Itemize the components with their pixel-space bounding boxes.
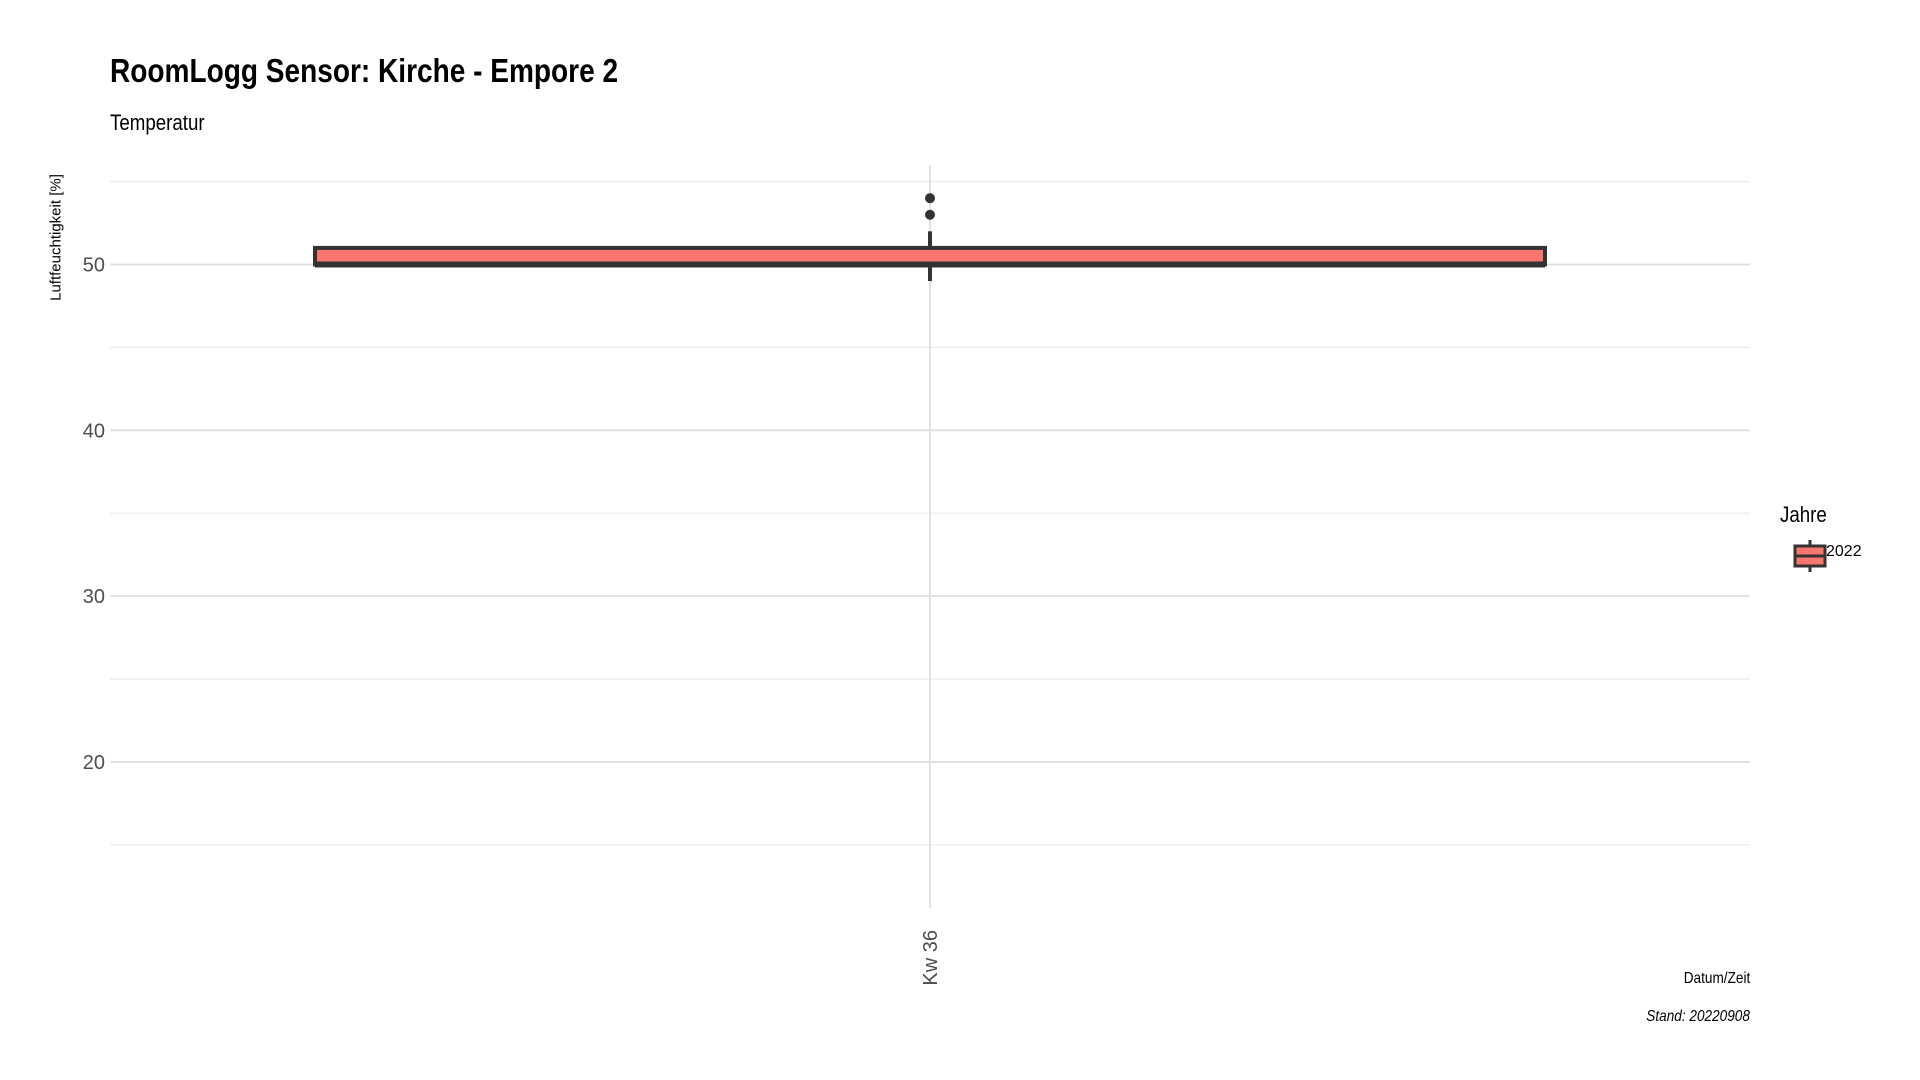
y-tick-label: 50 [83,254,105,276]
legend-label-2022: 2022 [1826,543,1862,560]
chart-title: RoomLogg Sensor: Kirche - Empore 2 [110,52,619,89]
chart-caption: Stand: 20220908 [1646,1008,1750,1025]
chart-subtitle: Temperatur [110,110,205,135]
x-axis-label: Datum/Zeit [1683,970,1750,987]
y-tick-label: 40 [83,420,105,442]
y-tick-label: 20 [83,752,105,774]
outlier-point [925,193,935,204]
outlier-point [925,209,935,220]
legend-title: Jahre [1780,502,1827,527]
x-tick-label: Kw 36 [920,930,942,986]
y-tick-label: 30 [83,586,105,608]
